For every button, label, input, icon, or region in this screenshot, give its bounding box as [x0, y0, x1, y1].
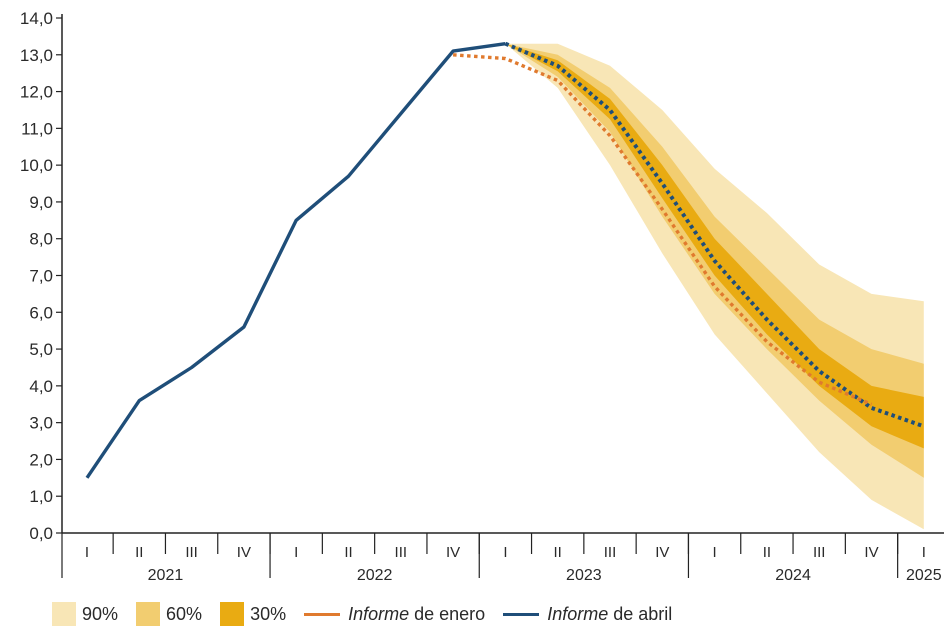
series-line-abril-projection: [504, 41, 925, 429]
x-quarter-label: IV: [237, 544, 251, 561]
x-quarter-label: III: [395, 544, 408, 561]
chart-plot: 0,0 1,0 2,0 3,0 4,0 5,0 6,0 7,0 8,0 9,0 10,0 11,0 12…: [20, 9, 944, 584]
legend-swatch-90: [52, 602, 76, 626]
y-tick-label: 5,0: [29, 340, 53, 359]
x-year-label: 2021: [148, 567, 184, 584]
y-tick-label: 7,0: [29, 267, 53, 286]
y-tick-label: 6,0: [29, 303, 53, 322]
x-quarter-label: III: [604, 544, 617, 561]
x-quarter-label: II: [763, 544, 771, 561]
y-tick-label: 9,0: [29, 193, 53, 212]
x-quarter-label: II: [135, 544, 143, 561]
y-tick-label: 4,0: [29, 377, 53, 396]
y-tick-label: 1,0: [29, 487, 53, 506]
legend-item-enero: Informe de enero: [304, 604, 485, 625]
legend-line-enero: [304, 612, 341, 616]
legend-label-60: 60%: [166, 603, 203, 624]
x-quarter-label: I: [922, 544, 926, 561]
x-quarter-label: III: [185, 544, 198, 561]
y-tick-label: 8,0: [29, 230, 53, 249]
legend-label-abril: Informe de abril: [547, 603, 673, 624]
series-line-enero: [452, 53, 873, 406]
x-year-label: 2022: [357, 567, 393, 584]
y-tick-label: 11,0: [21, 119, 53, 138]
x-year-label: 2025: [906, 567, 942, 584]
legend-swatch-30: [220, 602, 245, 626]
y-tick-label: 2,0: [29, 450, 53, 469]
y-tick-label: 13,0: [20, 46, 53, 65]
chart-legend: 90% 60% 30% Informe de enero Informe de …: [52, 600, 690, 628]
x-quarter-label: IV: [864, 544, 878, 561]
legend-item-60: 60%: [136, 602, 202, 626]
x-quarter-label: I: [294, 544, 298, 561]
legend-item-30: 30%: [220, 602, 286, 626]
x-quarter-label: II: [344, 544, 352, 561]
x-quarter-label: I: [713, 544, 717, 561]
legend-item-abril: Informe de abril: [503, 604, 672, 625]
x-quarter-label: I: [503, 544, 507, 561]
y-tick-label: 0,0: [29, 524, 53, 543]
legend-label-90: 90%: [82, 603, 119, 624]
x-quarter-label: III: [813, 544, 826, 561]
legend-item-90: 90%: [52, 602, 118, 626]
series-line-abril-observed: [85, 42, 506, 479]
fan-band-30: [505, 43, 924, 449]
x-year-label: 2024: [775, 567, 811, 584]
y-tick-label: 3,0: [29, 414, 53, 433]
x-quarter-label: II: [554, 544, 562, 561]
x-quarter-label: IV: [446, 544, 460, 561]
legend-label-30: 30%: [250, 603, 287, 624]
x-quarter-label: IV: [655, 544, 669, 561]
x-year-label: 2023: [566, 567, 602, 584]
legend-swatch-60: [136, 602, 161, 626]
y-tick-label: 12,0: [20, 83, 53, 102]
y-tick-label: 14,0: [20, 9, 53, 28]
x-quarter-label: I: [85, 544, 89, 561]
legend-label-enero: Informe de enero: [348, 603, 486, 624]
y-tick-label: 10,0: [20, 156, 53, 175]
legend-line-abril: [503, 612, 540, 616]
